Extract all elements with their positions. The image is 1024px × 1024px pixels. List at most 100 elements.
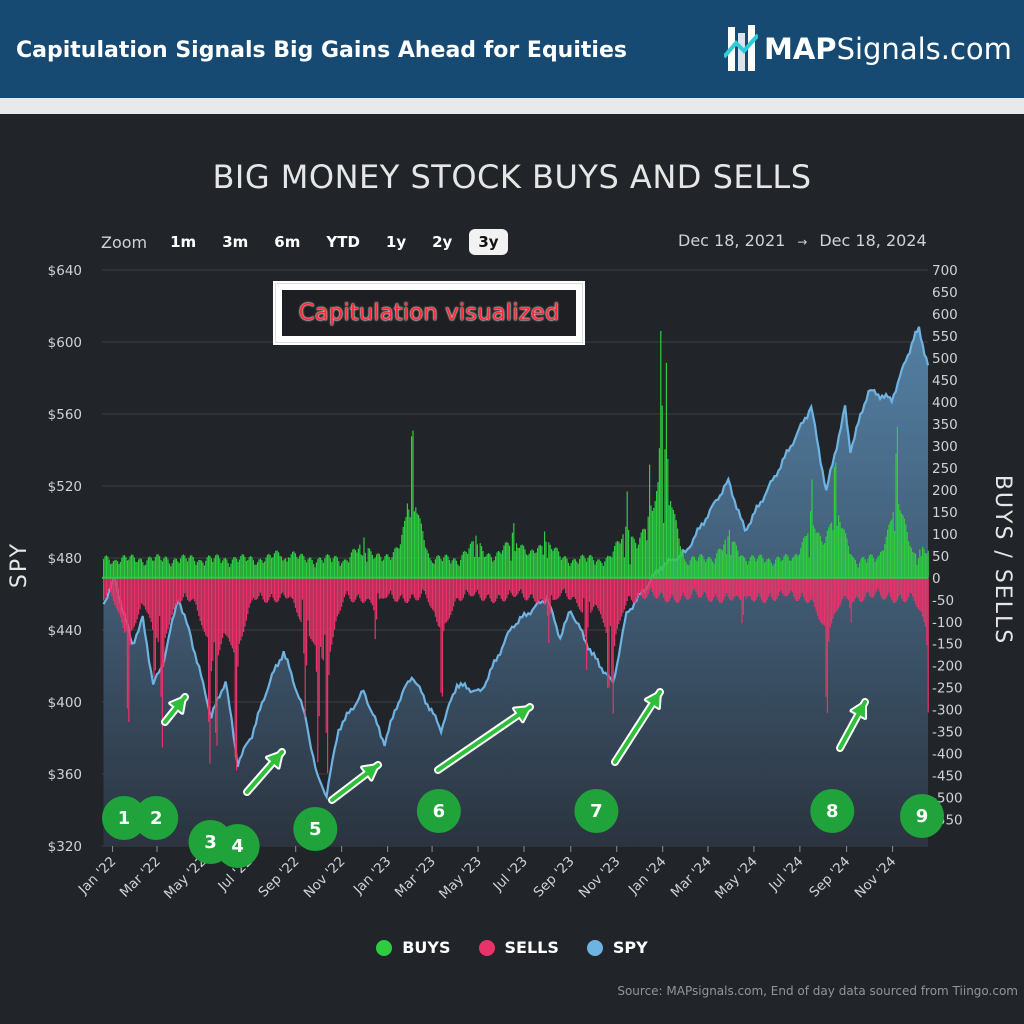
sell-bar <box>293 577 295 603</box>
buy-bar <box>643 528 645 578</box>
arrow-head <box>645 692 660 708</box>
buy-bar <box>450 563 452 578</box>
buy-bar <box>409 517 411 578</box>
buy-bar <box>661 405 663 578</box>
buy-bar <box>311 560 313 578</box>
sell-bar <box>206 577 208 638</box>
zoom-2y-button[interactable]: 2y <box>432 233 453 251</box>
sell-bar <box>798 577 800 600</box>
sell-bar <box>859 577 861 601</box>
range-end-date[interactable]: Dec 18, 2024 <box>819 231 927 250</box>
spy-area <box>103 326 928 846</box>
x-tick-label: Sep '22 <box>255 854 302 901</box>
sell-bar <box>917 577 919 610</box>
sell-bar <box>318 577 320 717</box>
sell-bar <box>623 577 625 610</box>
buy-bar <box>503 545 505 578</box>
buy-bar <box>231 559 233 578</box>
sell-bar <box>296 577 298 613</box>
sell-bar <box>129 577 131 646</box>
buy-bar <box>763 562 765 578</box>
sell-bar <box>159 577 161 616</box>
buy-bar <box>161 561 163 578</box>
y-left-tick-label: $640 <box>48 263 82 279</box>
buy-bar <box>175 558 177 578</box>
sell-bar <box>538 577 540 602</box>
buy-bar <box>871 554 873 578</box>
sell-bar <box>262 577 264 600</box>
y-right-tick-label: 400 <box>932 395 958 411</box>
x-tick-label: Jan '23 <box>350 854 395 899</box>
sell-bar <box>265 577 267 603</box>
legend-item-spy[interactable]: SPY <box>586 938 648 957</box>
sell-bar <box>740 577 742 601</box>
sell-bar <box>552 577 554 600</box>
arrow-head <box>266 752 282 768</box>
buy-bar <box>595 561 597 578</box>
buy-bar <box>467 554 469 578</box>
sell-bar <box>706 577 708 598</box>
sell-bar <box>796 577 798 601</box>
sell-bar <box>369 577 371 600</box>
buy-bar <box>318 557 320 578</box>
buy-bar <box>352 549 354 578</box>
sell-bar <box>602 577 604 623</box>
sell-bar <box>310 577 312 639</box>
sell-bar <box>755 577 757 600</box>
sell-bar <box>833 577 835 614</box>
buy-bar <box>481 546 483 578</box>
zoom-ytd-button[interactable]: YTD <box>326 233 360 251</box>
sell-bar <box>387 577 389 597</box>
legend-item-buys[interactable]: BUYS <box>376 938 451 957</box>
sell-bar <box>558 577 560 598</box>
buy-bar <box>300 553 302 578</box>
sell-bar <box>586 577 588 670</box>
sell-bar <box>846 577 848 599</box>
sell-bar <box>174 577 176 607</box>
zoom-6m-button[interactable]: 6m <box>274 233 301 251</box>
buy-bar <box>350 552 352 578</box>
buy-bar <box>122 555 124 578</box>
buy-bar <box>537 548 539 578</box>
buy-bar <box>741 555 743 578</box>
sell-bar <box>524 577 526 600</box>
date-range: Dec 18, 2021 → Dec 18, 2024 <box>678 231 927 250</box>
buy-bar <box>192 557 194 578</box>
buy-bar <box>252 560 254 578</box>
sell-bar <box>791 577 793 593</box>
sell-bar <box>404 577 406 602</box>
buy-bar <box>920 556 922 578</box>
buy-bar <box>912 551 914 578</box>
sell-bar <box>287 577 289 598</box>
sell-bar <box>674 577 676 601</box>
buy-bar <box>168 563 170 578</box>
sell-bar <box>278 577 280 601</box>
buy-bar <box>286 561 288 578</box>
zoom-3m-button[interactable]: 3m <box>222 233 249 251</box>
legend-item-sells[interactable]: SELLS <box>478 938 559 957</box>
range-start-date[interactable]: Dec 18, 2021 <box>678 231 786 250</box>
sell-bar <box>688 577 690 600</box>
sell-bar <box>899 577 901 595</box>
sell-bar <box>566 577 568 597</box>
zoom-1m-button[interactable]: 1m <box>170 233 197 251</box>
buy-bar <box>801 542 803 578</box>
sell-bar <box>842 577 844 599</box>
sell-bar <box>269 577 271 597</box>
sell-bar <box>713 577 715 598</box>
sell-bar <box>639 577 641 592</box>
sell-bar <box>656 577 658 599</box>
sell-bar <box>161 577 163 748</box>
buy-bar <box>404 520 406 578</box>
sell-bar <box>712 577 714 601</box>
zoom-3y-button[interactable]: 3y <box>469 229 508 255</box>
buy-bar <box>923 549 925 578</box>
sell-bar <box>248 577 250 608</box>
buy-bar <box>731 542 733 578</box>
buy-bar <box>212 561 214 578</box>
buy-bar <box>668 505 670 578</box>
zoom-1y-button[interactable]: 1y <box>385 233 407 251</box>
buy-bar <box>775 559 777 578</box>
buy-bar <box>327 554 329 578</box>
sell-bar <box>250 577 252 604</box>
